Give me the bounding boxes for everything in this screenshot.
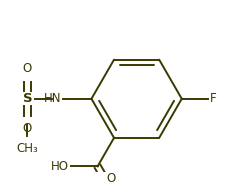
Text: HN: HN bbox=[44, 92, 61, 105]
Text: O: O bbox=[106, 172, 115, 183]
Text: O: O bbox=[23, 122, 32, 135]
Text: O: O bbox=[23, 62, 32, 75]
Text: S: S bbox=[23, 92, 32, 105]
Text: CH₃: CH₃ bbox=[17, 142, 38, 155]
Text: F: F bbox=[210, 92, 217, 105]
Text: HO: HO bbox=[51, 160, 69, 173]
